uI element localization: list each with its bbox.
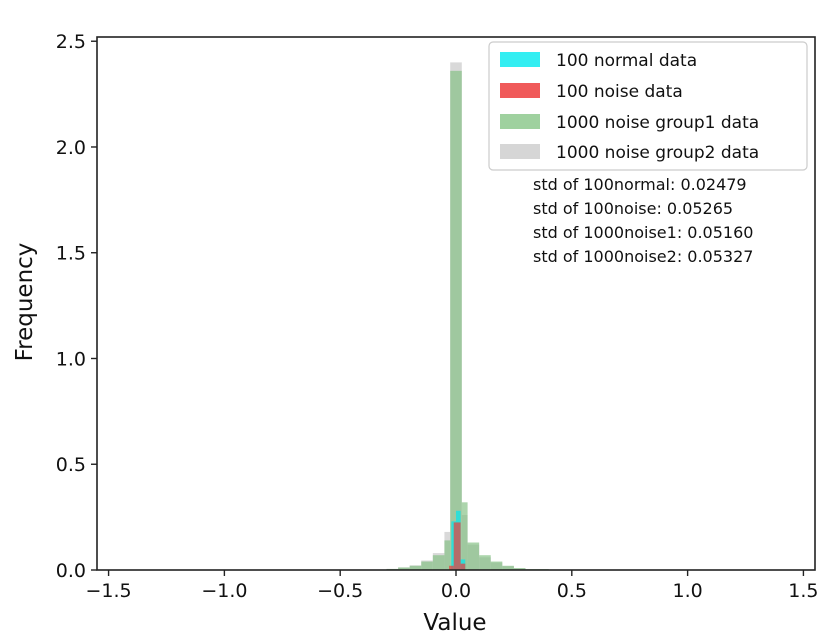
- y-tick-label: 1.0: [56, 348, 86, 370]
- legend-swatch-1000-noise-group2: [500, 144, 540, 159]
- bar-1000-noise-group1-data-8: [467, 542, 480, 570]
- y-axis-ticks: 0.0 0.5 1.0 1.5 2.0 2.5: [56, 31, 97, 582]
- legend-label-1000-noise-group1: 1000 noise group1 data: [556, 113, 759, 133]
- y-tick-label: 2.0: [56, 137, 86, 159]
- bar-1000-noise-group1-data-2: [409, 565, 422, 570]
- bar-100-noise-data-2: [460, 563, 466, 570]
- y-tick-label: 2.5: [56, 31, 86, 53]
- y-tick-label: 0.5: [56, 454, 86, 476]
- x-tick-label: −1.0: [201, 580, 247, 602]
- legend-frame: [488, 41, 808, 171]
- bar-1000-noise-group1-data-6: [450, 70, 462, 570]
- x-tick-label: 1.5: [788, 580, 818, 602]
- bar-1000-noise-group1-data-7: [461, 502, 468, 570]
- legend-label-100-normal: 100 normal data: [556, 51, 697, 71]
- legend-swatch-1000-noise-group1: [500, 114, 540, 129]
- legend-label-1000-noise-group2: 1000 noise group2 data: [556, 143, 759, 163]
- bar-1000-noise-group1-data-9: [479, 555, 491, 570]
- legend-swatch-100-normal: [500, 52, 540, 67]
- histogram-bars: [386, 62, 549, 570]
- bar-1000-noise-group1-data-3: [421, 561, 433, 570]
- legend-label-100-noise: 100 noise data: [556, 82, 683, 102]
- x-axis-ticks: −1.5 −1.0 −0.5 0.0 0.5 1.0 1.5: [86, 570, 819, 602]
- x-tick-label: −1.5: [86, 580, 132, 602]
- bar-100-noise-data-0: [449, 565, 454, 570]
- y-tick-label: 1.5: [56, 243, 86, 265]
- y-tick-label: 0.0: [56, 560, 86, 582]
- y-axis-title: Frequency: [12, 243, 38, 362]
- std-annotation-100-normal: std of 100normal: 0.02479: [533, 175, 747, 194]
- x-tick-label: 1.0: [673, 580, 703, 602]
- bar-1000-noise-group1-data-12: [513, 568, 526, 570]
- std-annotation-1000-noise2: std of 1000noise2: 0.05327: [533, 247, 753, 266]
- bar-1000-noise-group1-data-4: [432, 555, 445, 570]
- legend: 100 normal data 100 noise data 1000 nois…: [488, 41, 808, 171]
- bar-100-noise-data-1: [453, 522, 461, 570]
- x-tick-label: 0.5: [557, 580, 587, 602]
- x-tick-label: 0.0: [441, 580, 471, 602]
- std-annotation-1000-noise1: std of 1000noise1: 0.05160: [533, 223, 753, 242]
- x-axis-title: Value: [423, 610, 486, 636]
- legend-swatch-100-noise: [500, 83, 540, 98]
- bar-1000-noise-group1-data-11: [502, 565, 514, 570]
- bar-1000-noise-group1-data-10: [490, 561, 503, 570]
- bar-1000-noise-group1-data-1: [398, 567, 410, 570]
- x-tick-label: −0.5: [317, 580, 363, 602]
- std-annotations: std of 100normal: 0.02479 std of 100nois…: [533, 175, 753, 266]
- bar-1000-noise-group1-data-5: [444, 540, 451, 570]
- std-annotation-100-noise: std of 100noise: 0.05265: [533, 199, 733, 218]
